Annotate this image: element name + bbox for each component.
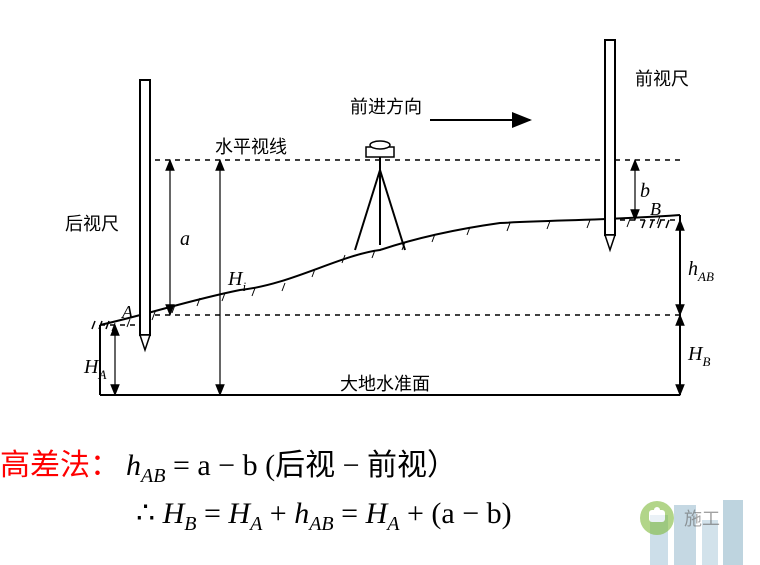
label-horizontal: 水平视线: [215, 137, 287, 157]
formula-1-body: hAB = a − b (后视 − 前视）: [126, 440, 457, 488]
formula-line-1: 高差法： hAB = a − b (后视 − 前视）: [0, 440, 760, 488]
label-front-ruler: 前视尺: [635, 69, 689, 89]
label-datum: 大地水准面: [340, 374, 430, 394]
front-ruler: [605, 40, 615, 250]
leveling-diagram: 前进方向 水平视线 后视尺 前视尺 大地水准面 a b A B Hi HA hA…: [40, 25, 720, 425]
label-HA: HA: [83, 356, 106, 382]
label-back-ruler: 后视尺: [65, 214, 119, 234]
label-B: B: [650, 199, 661, 219]
label-b: b: [640, 180, 650, 202]
diagram-svg: 前进方向 水平视线 后视尺 前视尺 大地水准面 a b A B Hi HA hA…: [40, 25, 720, 425]
label-HB: HB: [687, 343, 710, 369]
label-direction: 前进方向: [350, 97, 422, 117]
method-label: 高差法：: [0, 440, 120, 484]
watermark-text: 施工: [684, 509, 720, 529]
terrain-hatching: [112, 216, 660, 331]
label-hAB: hAB: [688, 258, 714, 284]
label-A: A: [121, 302, 134, 322]
level-instrument: [355, 141, 405, 250]
formula-2-body: ∴ HB = HA + hAB = HA + (a − b): [136, 496, 512, 536]
wechat-icon: [640, 501, 674, 535]
watermark: 施工: [640, 501, 720, 535]
point-B-mark: [642, 220, 669, 228]
back-ruler: [140, 80, 150, 350]
label-a: a: [180, 228, 190, 250]
